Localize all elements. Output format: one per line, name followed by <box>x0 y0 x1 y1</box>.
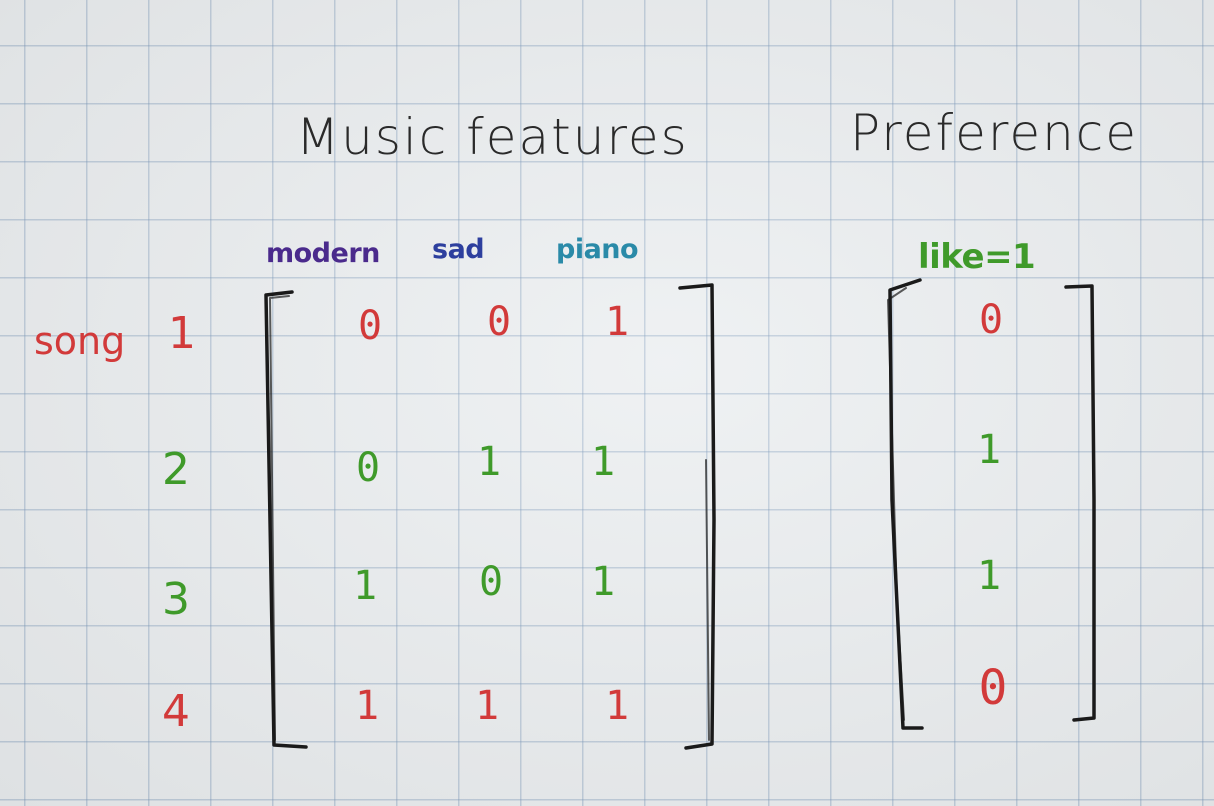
cell-song1-sad: 0 <box>486 299 512 345</box>
row-label-3: 3 <box>162 574 190 625</box>
feature-label-piano: piano <box>556 234 639 265</box>
cell-song3-sad: 0 <box>478 559 504 605</box>
cell-song3-piano: 1 <box>590 559 616 605</box>
pref-song2: 1 <box>976 427 1002 473</box>
music-features-heading: Music features <box>296 108 689 166</box>
row-label-4: 4 <box>162 686 190 737</box>
cell-song2-piano: 1 <box>590 439 616 485</box>
cell-song3-modern: 1 <box>352 563 378 609</box>
pref-song3: 1 <box>976 553 1002 599</box>
song-label: song <box>34 319 126 363</box>
cell-song1-modern: 0 <box>357 303 383 349</box>
row-label-2: 2 <box>162 444 190 495</box>
cell-song2-sad: 1 <box>476 439 502 485</box>
cell-song2-modern: 0 <box>355 445 381 491</box>
feature-label-modern: modern <box>266 238 380 269</box>
preference-heading: Preference <box>850 104 1139 162</box>
cell-song4-modern: 1 <box>354 683 380 729</box>
feature-label-sad: sad <box>432 234 485 265</box>
feature-matrix-right-bracket <box>678 283 716 750</box>
preference-left-bracket <box>888 278 924 730</box>
cell-song1-piano: 1 <box>604 299 630 345</box>
pref-song1: 0 <box>978 297 1004 343</box>
cell-song4-sad: 1 <box>474 683 500 729</box>
preference-label: like=1 <box>918 237 1036 277</box>
feature-matrix-left-bracket <box>264 290 308 749</box>
pref-song4: 0 <box>978 660 1008 716</box>
preference-right-bracket <box>1064 284 1096 722</box>
row-label-1: 1 <box>168 308 196 359</box>
cell-song4-piano: 1 <box>604 683 630 729</box>
